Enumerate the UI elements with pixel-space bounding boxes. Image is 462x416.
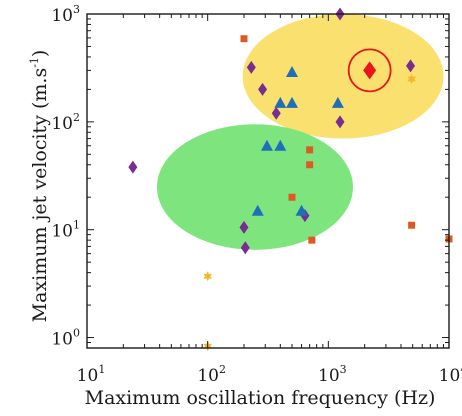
square-marker xyxy=(306,161,314,169)
y-axis-title-main: Maximum jet velocity (m.s xyxy=(29,68,51,323)
x-tick-label-base: 10 xyxy=(439,366,461,386)
region-ellipse-2 xyxy=(156,124,353,250)
x-tick-label-base: 10 xyxy=(197,366,219,386)
triangle-marker xyxy=(274,96,287,108)
triangle-marker xyxy=(260,139,273,151)
diamond-marker xyxy=(335,115,345,129)
y-axis-title-tail: ) xyxy=(29,50,51,57)
square-marker xyxy=(408,221,416,229)
y-tick-label-exp: 0 xyxy=(73,327,80,340)
star-marker xyxy=(407,73,416,84)
triangle-marker xyxy=(286,96,299,108)
y-tick-label: 103 xyxy=(51,3,80,26)
diamond-marker xyxy=(258,82,268,96)
tick-labels-layer: 101102103104100101102103 xyxy=(51,3,462,386)
y-tick-label: 100 xyxy=(51,327,80,350)
x-tick-label-exp: 4 xyxy=(460,363,462,376)
square-marker xyxy=(288,193,296,201)
x-tick-label: 101 xyxy=(77,363,106,386)
x-tick-label: 104 xyxy=(439,363,462,386)
x-tick-label-exp: 3 xyxy=(340,363,347,376)
square-marker xyxy=(306,146,314,154)
x-tick-label-exp: 2 xyxy=(219,363,226,376)
x-tick-label: 102 xyxy=(197,363,226,386)
diamond-marker xyxy=(239,220,249,234)
diamond-marker xyxy=(406,59,416,73)
star-marker xyxy=(203,271,212,282)
diamond-marker xyxy=(128,160,138,174)
triangle-marker xyxy=(331,96,344,108)
highlight-diamond-marker xyxy=(363,61,377,80)
y-axis-title-exp: -1 xyxy=(28,57,41,68)
y-tick-label-exp: 2 xyxy=(73,111,80,124)
x-axis-title: Maximum oscillation frequency (Hz) xyxy=(85,387,436,409)
ticks-layer xyxy=(86,13,450,348)
x-tick-label-exp: 1 xyxy=(98,363,105,376)
x-tick-label-base: 10 xyxy=(77,366,99,386)
y-tick-label: 101 xyxy=(51,219,80,242)
y-tick-label-base: 10 xyxy=(51,114,73,134)
x-tick-label: 103 xyxy=(318,363,347,386)
y-tick-label-exp: 1 xyxy=(73,219,80,232)
triangle-marker xyxy=(251,204,264,216)
diamond-marker xyxy=(246,60,256,74)
triangle-marker xyxy=(286,65,299,77)
diamond-marker xyxy=(271,106,281,120)
y-tick-label-exp: 3 xyxy=(73,3,80,16)
highlight-circle xyxy=(347,48,392,93)
x-tick-label-base: 10 xyxy=(318,366,340,386)
diamond-marker xyxy=(240,241,250,255)
y-tick-label: 102 xyxy=(51,111,80,134)
triangle-marker xyxy=(295,204,308,216)
plot-frame xyxy=(86,13,450,349)
y-tick-label-base: 10 xyxy=(51,330,73,350)
y-tick-label-base: 10 xyxy=(51,222,73,242)
y-tick-label-base: 10 xyxy=(51,6,73,26)
square-marker xyxy=(240,35,248,43)
y-axis-title: Maximum jet velocity (m.s-1) xyxy=(28,50,51,323)
square-marker xyxy=(308,236,316,244)
triangle-marker xyxy=(274,139,287,151)
